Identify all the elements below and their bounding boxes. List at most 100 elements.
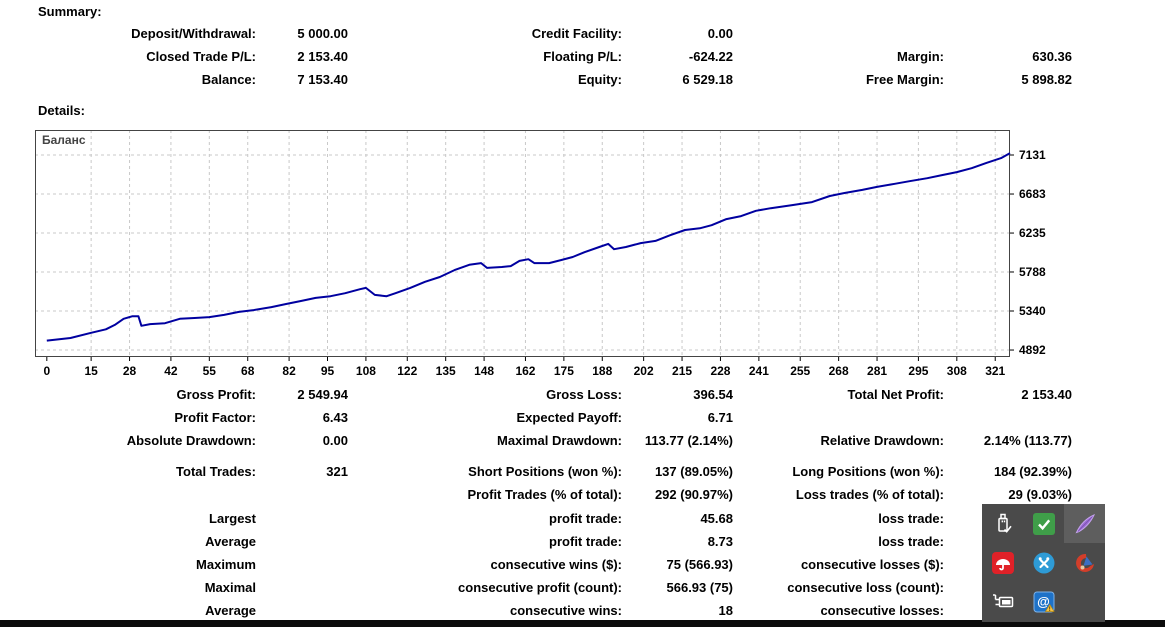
x-tick-label: 162 [515,364,535,378]
mail-at-warning-icon[interactable]: @ ! [1023,583,1064,622]
report-value: 7 153.40 [297,72,348,87]
x-tick-label: 42 [164,364,178,378]
balance-chart: 0 15 28 42 55 68 82 95 108 122 135 148 162 175 188 202 2… [35,130,1046,378]
report-label: Floating P/L: [543,49,622,64]
report-value: 29 (9.03%) [1008,487,1072,502]
report-label: Equity: [577,72,622,87]
report-value: 137 (89.05%) [654,464,733,479]
report-label: Total Net Profit: [847,387,944,402]
report-label: Maximum [196,557,256,572]
report-label: Profit Trades (% of total): [467,487,622,502]
x-tick-label: 148 [474,364,494,378]
report-value: 6.43 [322,410,348,425]
y-tick-label: 7131 [1019,148,1046,162]
svg-text:!: ! [1048,607,1050,613]
report-value: 566.93 (75) [666,580,734,595]
x-tick-label: 268 [829,364,849,378]
y-tick-label: 5340 [1019,304,1046,318]
report-value: 6.71 [707,410,733,425]
balance-line [46,152,1011,342]
x-tick-label: 295 [908,364,928,378]
usb-safely-remove-icon[interactable] [982,504,1023,543]
blue-x-messenger-icon[interactable] [1023,543,1064,582]
x-tick-label: 202 [634,364,654,378]
svg-text:@: @ [1037,594,1050,609]
avira-umbrella-icon[interactable] [982,543,1023,582]
report-label: Relative Drawdown: [820,433,944,448]
report-label: profit trade: [549,511,622,526]
ccleaner-icon[interactable] [1064,543,1105,582]
report-label: Expected Payoff: [516,410,622,425]
report-label: Credit Facility: [531,26,622,41]
x-tick-label: 122 [397,364,417,378]
report-label: Short Positions (won %): [468,464,622,479]
report-label: Long Positions (won %): [792,464,944,479]
x-tick-label: 108 [356,364,376,378]
x-tick-label: 15 [84,364,98,378]
x-tick-label: 228 [710,364,730,378]
report-label: Total Trades: [176,464,256,479]
y-tick-label: 4892 [1019,343,1046,357]
report-value: -624.22 [688,49,733,64]
x-tick-label: 321 [985,364,1005,378]
x-tick-label: 95 [321,364,335,378]
report-value: 292 (90.97%) [654,487,733,502]
report-label: Maximal [204,580,256,595]
report-label: consecutive wins ($): [490,557,622,572]
report-label: loss trade: [878,511,944,526]
report-label: consecutive losses: [820,603,944,618]
report-value: 630.36 [1032,49,1072,64]
report-value: 2.14% (113.77) [983,433,1072,448]
report-label: Margin: [897,49,944,64]
report-label: Free Margin: [865,72,944,87]
report-value: 2 549.94 [297,387,348,402]
x-tick-label: 68 [241,364,255,378]
x-tick-label: 281 [867,364,887,378]
report-label: Largest [209,511,256,526]
report-value: 113.77 (2.14%) [644,433,733,448]
report-value: 396.54 [693,387,733,402]
report-label: Loss trades (% of total): [795,487,944,502]
x-tick-label: 0 [43,364,50,378]
report-value: 2 153.40 [297,49,348,64]
report-value: 184 (92.39%) [993,464,1072,479]
report-label: Deposit/Withdrawal: [131,26,256,41]
tray-icons-popup: @ ! [982,504,1105,622]
tray-empty-cell [1064,583,1105,622]
x-tick-label: 175 [554,364,574,378]
report-value: 0.00 [707,26,733,41]
report-label: Absolute Drawdown: [126,433,256,448]
report-label: consecutive wins: [510,603,622,618]
report-label: consecutive losses ($): [800,557,944,572]
report-label: Balance: [201,72,256,87]
report-value: 2 153.40 [1021,387,1072,402]
report-label: Average [205,534,256,549]
x-tick-label: 28 [123,364,137,378]
y-tick-label: 6683 [1019,187,1046,201]
power-plug-icon[interactable] [982,583,1023,622]
report-value: 5 898.82 [1021,72,1072,87]
x-tick-label: 308 [947,364,967,378]
y-tick-label: 5788 [1019,265,1046,279]
report-label: loss trade: [878,534,944,549]
report-value: 321 [326,464,348,479]
x-tick-label: 241 [749,364,769,378]
report-label: consecutive profit (count): [458,580,622,595]
report-label: Closed Trade P/L: [146,49,256,64]
report-value: 6 529.18 [682,72,733,87]
green-check-icon[interactable] [1023,504,1064,543]
report-label: Gross Loss: [546,387,622,402]
x-tick-label: 55 [203,364,217,378]
taskbar-edge [0,620,1165,627]
report-value: 8.73 [707,534,733,549]
report-label: profit trade: [549,534,622,549]
report-label: Average [205,603,256,618]
report-value: 75 (566.93) [666,557,734,572]
report-label: Gross Profit: [176,387,256,402]
report-label: Maximal Drawdown: [497,433,622,448]
feather-pen-icon[interactable] [1064,504,1105,544]
